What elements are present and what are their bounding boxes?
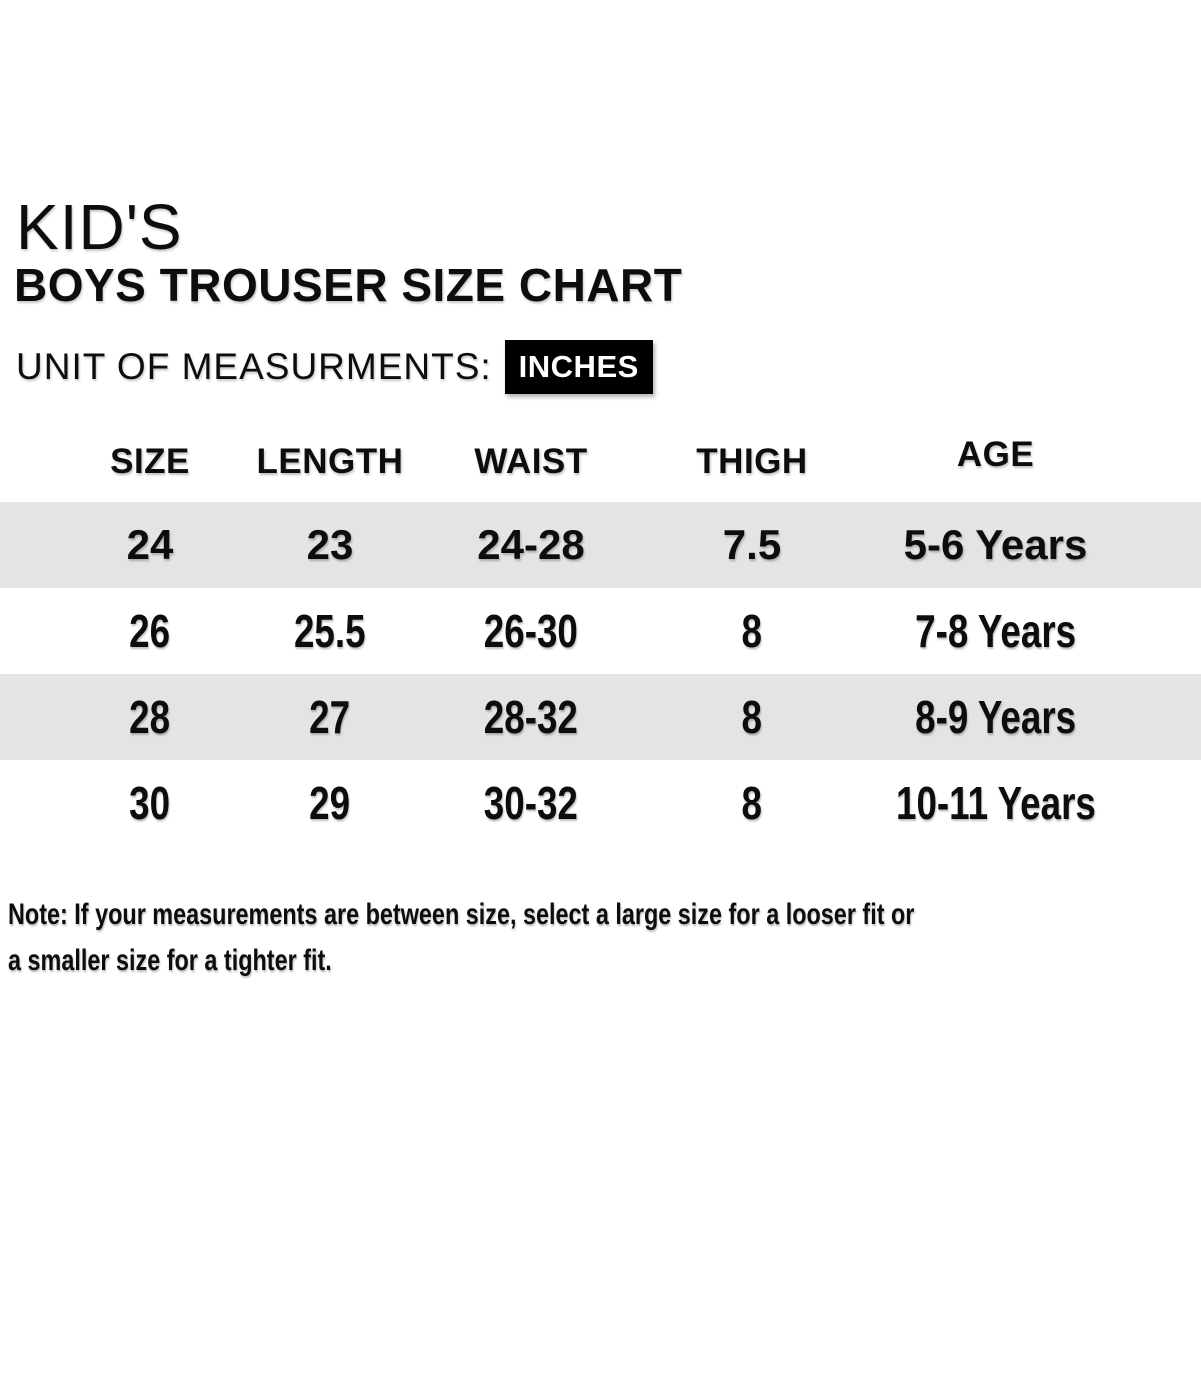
cell-value: 7.5: [722, 521, 782, 568]
column-header-label: SIZE: [110, 442, 190, 481]
cell-value: 28: [129, 691, 171, 743]
cell-value: 26: [129, 605, 171, 657]
cell-size: 28: [0, 674, 240, 760]
column-header-length: LENGTH: [240, 422, 420, 502]
cell-waist: 26-30: [420, 588, 630, 674]
column-header-size: SIZE: [0, 422, 240, 502]
table-row-size-26: 26 25.5 26-30 8 7-8 Years: [0, 588, 1201, 674]
table-row-size-28: 28 27 28-32 8 8-9 Years: [0, 674, 1201, 760]
cell-size: 26: [0, 588, 240, 674]
note-line: Note: If your measurements are between s…: [8, 892, 1201, 938]
cell-thigh: 8: [630, 588, 860, 674]
cell-age: 10-11 Years: [860, 760, 1201, 846]
cell-length: 23: [240, 502, 420, 588]
unit-value-badge: INCHES: [504, 340, 653, 394]
cell-age: 8-9 Years: [860, 674, 1201, 760]
cell-value: 26-30: [483, 605, 579, 657]
cell-value: 24-28: [477, 521, 585, 568]
cell-length: 27: [240, 674, 420, 760]
cell-thigh: 8: [630, 760, 860, 846]
cell-size: 24: [0, 502, 240, 588]
cell-value: 29: [309, 777, 351, 829]
note-line-text: Note: If your measurements are between s…: [8, 898, 915, 931]
cell-age: 5-6 Years: [860, 502, 1201, 588]
cell-value: 8: [741, 777, 763, 829]
column-header-label: WAIST: [474, 442, 588, 481]
cell-value: 30: [129, 777, 171, 829]
cell-value: 24: [126, 521, 174, 568]
page-title: KID'S: [16, 191, 183, 263]
cell-waist: 30-32: [420, 760, 630, 846]
unit-label: UNIT OF MEASURMENTS:: [16, 346, 492, 387]
cell-thigh: 7.5: [630, 502, 860, 588]
cell-size: 30: [0, 760, 240, 846]
size-chart-page: KID'S BOYS TROUSER SIZE CHART UNIT OF ME…: [0, 195, 1201, 1396]
cell-value: 5-6 Years: [903, 521, 1088, 568]
table-row-size-24: 24 23 24-28 7.5 5-6 Years: [0, 502, 1201, 588]
cell-value: 8-9 Years: [914, 691, 1076, 743]
cell-value: 28-32: [483, 691, 579, 743]
cell-value: 27: [309, 691, 351, 743]
cell-age: 7-8 Years: [860, 588, 1201, 674]
note-line: a smaller size for a tighter fit.: [8, 938, 1201, 984]
cell-value: 7-8 Years: [914, 605, 1076, 657]
table-row-size-30: 30 29 30-32 8 10-11 Years: [0, 760, 1201, 846]
column-header-thigh: THIGH: [630, 422, 860, 502]
cell-value: 23: [306, 521, 354, 568]
size-chart-table: SIZE LENGTH WAIST THIGH AGE 24 23 24-28 …: [0, 422, 1201, 846]
column-header-age: AGE: [860, 422, 1201, 502]
cell-length: 25.5: [240, 588, 420, 674]
cell-waist: 28-32: [420, 674, 630, 760]
cell-value: 25.5: [294, 605, 366, 657]
page-subtitle: BOYS TROUSER SIZE CHART: [14, 259, 683, 311]
column-header-label: AGE: [956, 435, 1035, 474]
cell-value: 8: [741, 691, 763, 743]
cell-length: 29: [240, 760, 420, 846]
cell-value: 8: [741, 605, 763, 657]
table-header-row: SIZE LENGTH WAIST THIGH AGE: [0, 422, 1201, 502]
cell-waist: 24-28: [420, 502, 630, 588]
cell-thigh: 8: [630, 674, 860, 760]
unit-of-measurement-row: UNIT OF MEASURMENTS: INCHES: [16, 340, 1201, 394]
column-header-waist: WAIST: [420, 422, 630, 502]
cell-value: 10-11 Years: [895, 777, 1096, 829]
note-line-text: a smaller size for a tighter fit.: [8, 944, 332, 977]
cell-value: 30-32: [483, 777, 579, 829]
column-header-label: LENGTH: [256, 442, 404, 481]
note-text: Note: If your measurements are between s…: [8, 892, 1201, 984]
column-header-label: THIGH: [696, 442, 808, 481]
